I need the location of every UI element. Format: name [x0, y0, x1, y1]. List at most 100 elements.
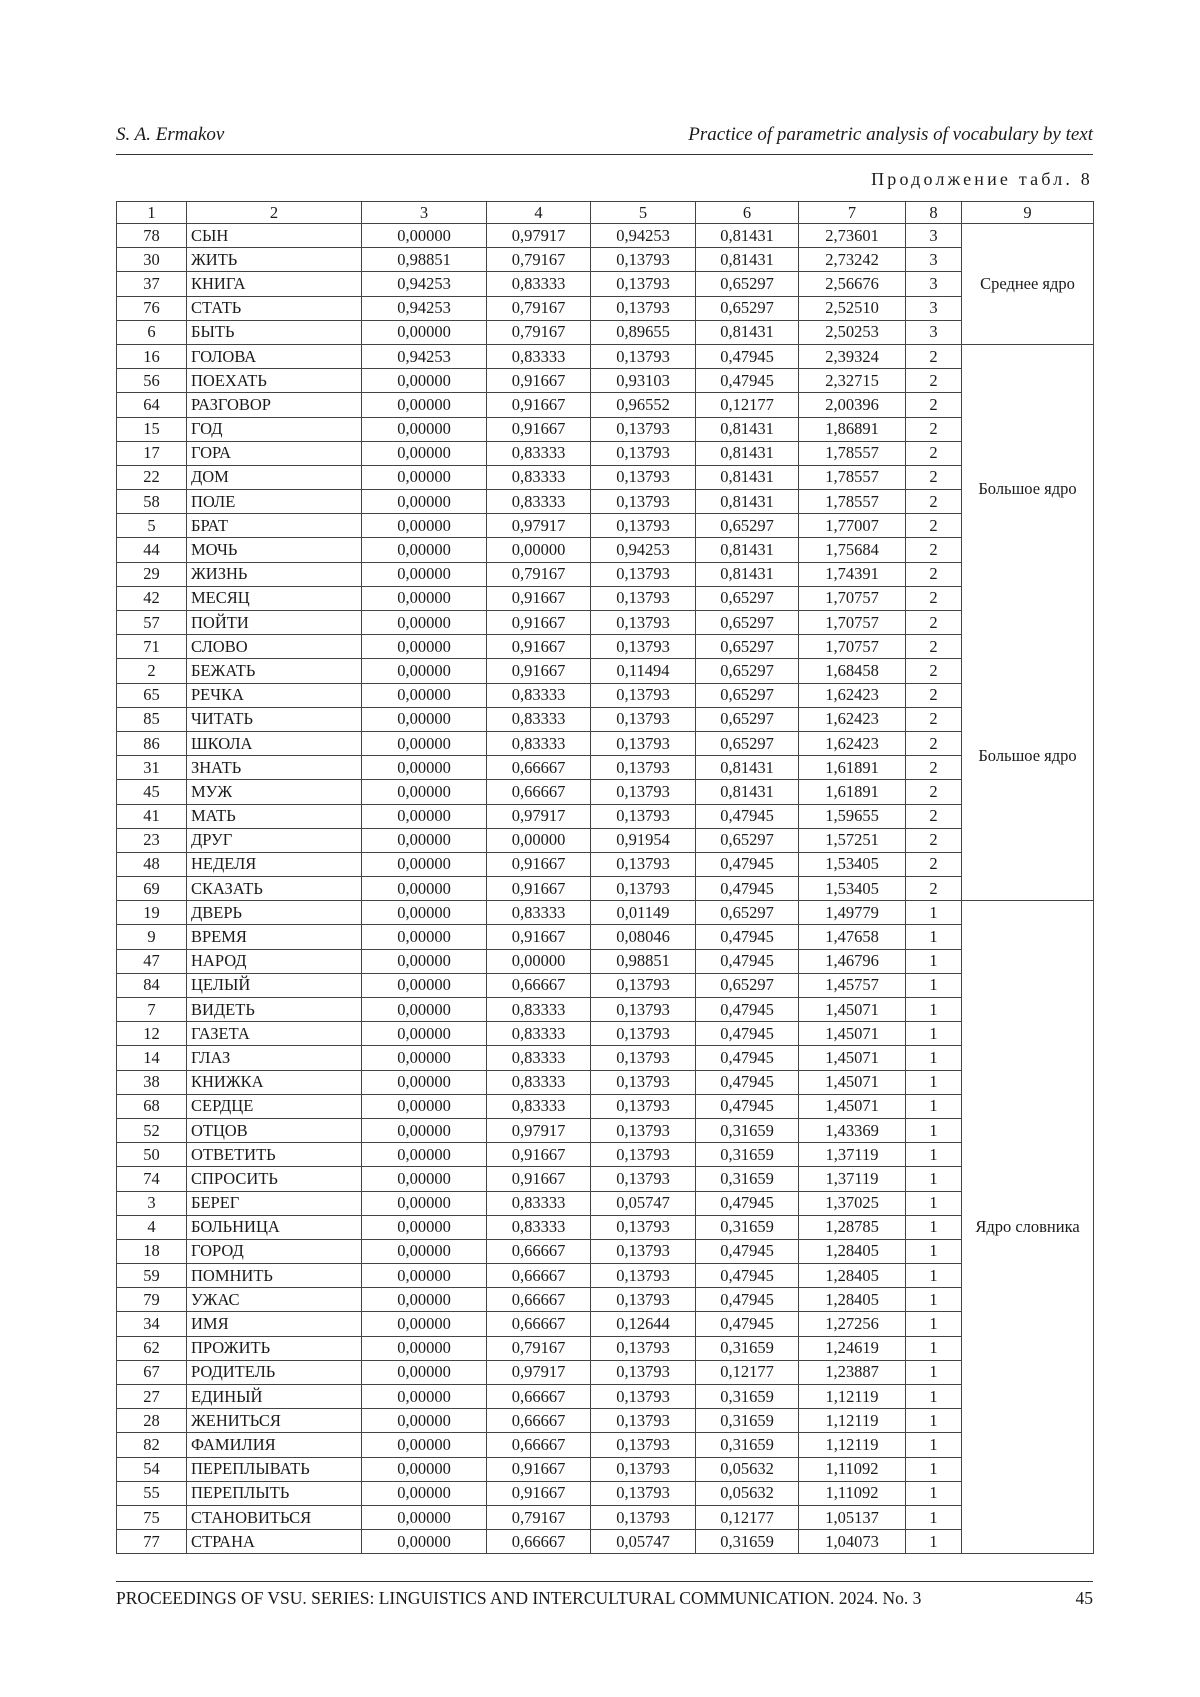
- word-cell: ДОМ: [186, 464, 362, 491]
- value-cell: 0,47945: [695, 1190, 799, 1216]
- value-cell: 0,00000: [361, 609, 487, 636]
- value-cell: 1,37119: [798, 1166, 906, 1192]
- table-row: 2 БЕЖАТЬ 0,00000 0,91667 0,11494 0,65297 1,684…: [116, 658, 1094, 684]
- value-cell: 0,65297: [695, 972, 799, 999]
- value-cell: 0,00000: [486, 537, 591, 563]
- value-cell: 50: [116, 1142, 187, 1168]
- value-cell: 2: [905, 368, 962, 394]
- table-row: 12 ГАЗЕТА 0,00000 0,83333 0,13793 0,47945 1,45…: [116, 1021, 1094, 1047]
- value-cell: 1,37119: [798, 1142, 906, 1168]
- value-cell: 0,91667: [486, 416, 591, 442]
- value-cell: 1: [905, 1021, 962, 1047]
- value-cell: 0,13793: [590, 1045, 696, 1071]
- value-cell: 0,00000: [361, 1504, 487, 1531]
- value-cell: 0,81431: [695, 489, 799, 515]
- value-cell: 0,13793: [590, 440, 696, 466]
- value-cell: 0,47945: [695, 1238, 799, 1265]
- value-cell: 0,13793: [590, 343, 696, 370]
- value-cell: 1,43369: [798, 1117, 906, 1144]
- value-cell: 58: [116, 489, 187, 515]
- value-cell: 0,97917: [486, 803, 591, 829]
- value-cell: 1,27256: [798, 1311, 906, 1337]
- value-cell: 27: [116, 1383, 187, 1410]
- value-cell: 0,00000: [361, 706, 487, 732]
- value-cell: 1,11092: [798, 1456, 906, 1482]
- value-cell: 67: [116, 1359, 187, 1386]
- table-row: 16 ГОЛОВА 0,94253 0,83333 0,13793 0,47945 2,39…: [116, 343, 1094, 902]
- value-cell: 0,00000: [361, 1069, 487, 1095]
- value-cell: 2,00396: [798, 392, 906, 418]
- value-cell: 0,31659: [695, 1214, 799, 1240]
- value-cell: 0,00000: [486, 827, 591, 853]
- value-cell: 0,13793: [590, 1480, 696, 1506]
- value-cell: 0,65297: [695, 295, 799, 321]
- value-cell: 0,00000: [361, 1311, 487, 1337]
- value-cell: 0,79167: [486, 1335, 591, 1361]
- word-cell: МЕСЯЦ: [186, 585, 362, 612]
- value-cell: 0,81431: [695, 537, 799, 563]
- value-cell: 1,70757: [798, 634, 906, 660]
- value-cell: 0,65297: [695, 682, 799, 708]
- value-cell: 0,66667: [486, 1238, 591, 1265]
- value-cell: 9: [116, 924, 187, 950]
- value-cell: 1,61891: [798, 755, 906, 781]
- value-cell: 1,47658: [798, 924, 906, 950]
- value-cell: 2: [905, 392, 962, 418]
- value-cell: 0,47945: [695, 948, 799, 974]
- value-cell: 0,00000: [361, 924, 487, 950]
- value-cell: 0,00000: [361, 440, 487, 466]
- column-header: 8: [905, 201, 962, 224]
- word-cell: РЕЧКА: [186, 682, 362, 708]
- value-cell: 0,83333: [486, 271, 591, 297]
- value-cell: 71: [116, 634, 187, 660]
- value-cell: 1,53405: [798, 876, 906, 902]
- word-cell: МУЖ: [186, 779, 362, 805]
- value-cell: 0,13793: [590, 1021, 696, 1047]
- value-cell: 0,00000: [361, 1359, 487, 1386]
- value-cell: 0,81431: [695, 247, 799, 273]
- value-cell: 0,47945: [695, 996, 799, 1023]
- value-cell: 0,00000: [361, 682, 487, 708]
- value-cell: 0,91667: [486, 609, 591, 636]
- word-cell: ПЕРЕПЛЫВАТЬ: [186, 1456, 362, 1482]
- value-cell: 0,13793: [590, 585, 696, 612]
- table-row: 77 СТРАНА 0,00000 0,66667 0,05747 0,31659 1,04…: [116, 1529, 1094, 1555]
- value-cell: 0,47945: [695, 1021, 799, 1047]
- table-row: 27 ЕДИНЫЙ 0,00000 0,66667 0,13793 0,31659 1,12…: [116, 1383, 1094, 1410]
- column-header: 3: [361, 201, 487, 224]
- value-cell: 0,13793: [590, 755, 696, 781]
- table-row: 86 ШКОЛА 0,00000 0,83333 0,13793 0,65297 1,624…: [116, 730, 1094, 757]
- value-cell: 0,83333: [486, 464, 591, 491]
- value-cell: 0,13793: [590, 1117, 696, 1144]
- value-cell: 1: [905, 1432, 962, 1458]
- value-cell: 0,13793: [590, 513, 696, 539]
- value-cell: 1,78557: [798, 464, 906, 491]
- value-cell: 0,05747: [590, 1190, 696, 1216]
- value-cell: 0,97917: [486, 513, 591, 539]
- value-cell: 2,50253: [798, 319, 906, 345]
- value-cell: 0,47945: [695, 803, 799, 829]
- value-cell: 1: [905, 1335, 962, 1361]
- table-row: 50 ОТВЕТИТЬ 0,00000 0,91667 0,13793 0,31659 1,…: [116, 1142, 1094, 1168]
- value-cell: 0,97917: [486, 1117, 591, 1144]
- table-row: 64 РАЗГОВОР 0,00000 0,91667 0,96552 0,12177 2,…: [116, 392, 1094, 418]
- value-cell: 0,65297: [695, 609, 799, 636]
- value-cell: 44: [116, 537, 187, 563]
- value-cell: 2: [905, 658, 962, 684]
- value-cell: 1,12119: [798, 1383, 906, 1410]
- value-cell: 1,78557: [798, 489, 906, 515]
- value-cell: 1,45071: [798, 1045, 906, 1071]
- value-cell: 0,65297: [695, 658, 799, 684]
- value-cell: 0,83333: [486, 730, 591, 757]
- value-cell: 0,31659: [695, 1335, 799, 1361]
- page-footer: PROCEEDINGS OF VSU. SERIES: LINGUISTICS …: [116, 1581, 1093, 1609]
- value-cell: 56: [116, 368, 187, 394]
- word-cell: БЫТЬ: [186, 319, 362, 345]
- value-cell: 14: [116, 1045, 187, 1071]
- value-cell: 0,00000: [361, 730, 487, 757]
- value-cell: 0,47945: [695, 851, 799, 878]
- value-cell: 0,00000: [361, 537, 487, 563]
- value-cell: 0,00000: [361, 1093, 487, 1119]
- table-row: 31 ЗНАТЬ 0,00000 0,66667 0,13793 0,81431 1,618…: [116, 755, 1094, 781]
